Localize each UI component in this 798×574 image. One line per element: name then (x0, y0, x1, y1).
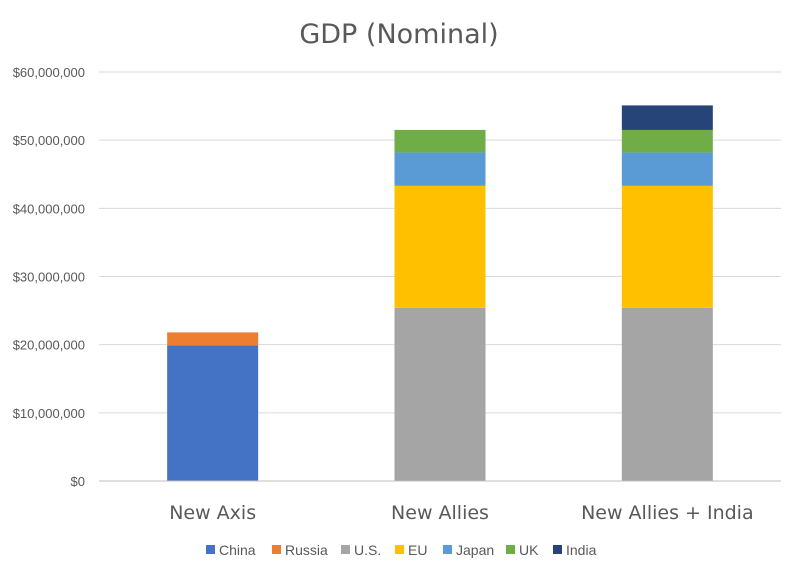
bar-segment-uk (394, 129, 486, 153)
legend-swatch (553, 545, 562, 554)
y-tick-label: $50,000,000 (13, 133, 85, 148)
legend-label: UK (519, 542, 539, 558)
bar-segment-u-s (621, 307, 713, 481)
legend-item: Japan (443, 542, 494, 558)
y-tick-label: $20,000,000 (13, 338, 85, 353)
legend-swatch (272, 545, 281, 554)
legend-label: EU (408, 542, 427, 558)
y-tick-label: $60,000,000 (13, 65, 85, 80)
legend-item: India (553, 542, 597, 558)
legend-swatch (341, 545, 350, 554)
legend-label: U.S. (354, 542, 381, 558)
x-axis-category-labels: New Axis New Allies New Allies + India (169, 502, 753, 524)
bar-segment-eu (394, 185, 486, 308)
y-axis-tick-labels: $0 $10,000,000 $20,000,000 $30,000,000 $40,0… (13, 65, 85, 489)
bar-segment-russia (167, 332, 259, 346)
legend-swatch (206, 545, 215, 554)
legend-label: Russia (285, 542, 328, 558)
legend-item: China (206, 542, 256, 558)
legend-item: UK (506, 542, 539, 558)
y-tick-label: $40,000,000 (13, 201, 85, 216)
bar-segment-china (167, 345, 259, 481)
bar-segment-u-s (394, 307, 486, 481)
legend-swatch (506, 545, 515, 554)
bar-segment-india (621, 105, 713, 130)
legend-swatch (395, 545, 404, 554)
x-category-label: New Axis (169, 502, 256, 524)
bars (167, 105, 713, 481)
chart-title: GDP (Nominal) (299, 19, 498, 50)
x-category-label: New Allies + India (581, 502, 754, 524)
legend-item: U.S. (341, 542, 381, 558)
legend-swatch (443, 545, 452, 554)
legend-label: India (566, 542, 597, 558)
y-tick-label: $30,000,000 (13, 270, 85, 285)
bar-segment-japan (621, 152, 713, 186)
bar-segment-uk (621, 129, 713, 153)
legend-item: Russia (272, 542, 328, 558)
bar-segment-japan (394, 152, 486, 186)
legend-label: Japan (456, 542, 494, 558)
legend-item: EU (395, 542, 427, 558)
bar-segment-eu (621, 185, 713, 308)
y-tick-label: $10,000,000 (13, 406, 85, 421)
x-category-label: New Allies (391, 502, 489, 524)
y-tick-label: $0 (71, 474, 85, 489)
legend: China Russia U.S. EU Japan UK India (206, 542, 597, 558)
legend-label: China (219, 542, 256, 558)
